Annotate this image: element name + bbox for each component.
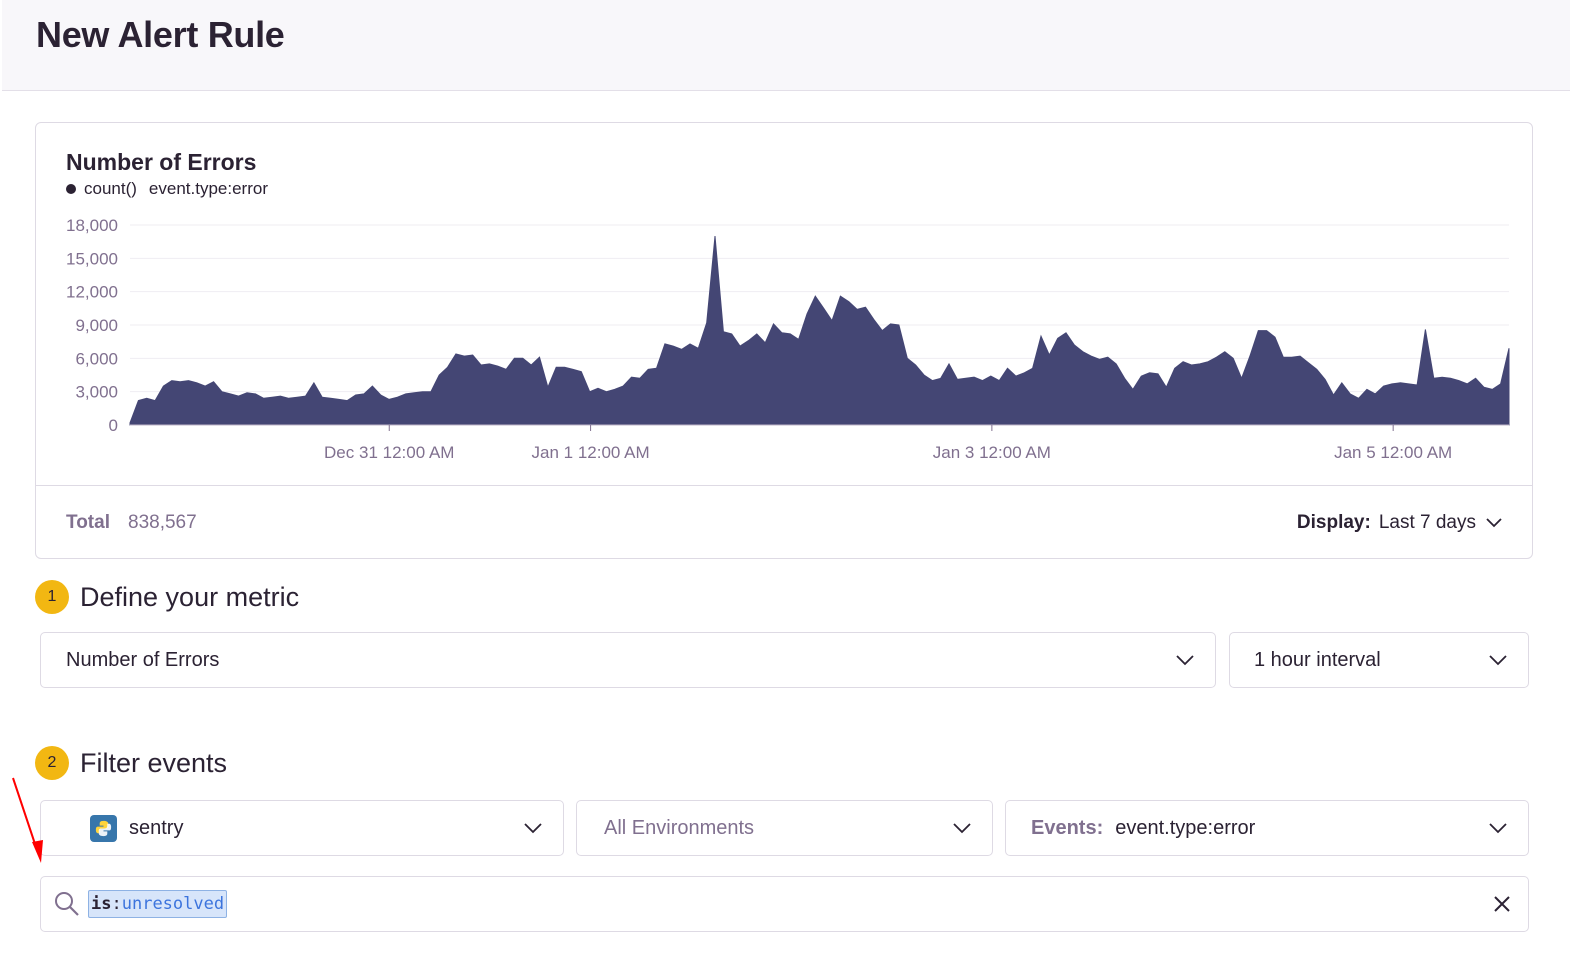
- y-tick-label: 15,000: [66, 249, 118, 268]
- interval-select[interactable]: 1 hour interval: [1229, 632, 1529, 688]
- display-label: Display:: [1296, 512, 1371, 533]
- events-label: Events:: [1031, 816, 1104, 839]
- chevron-down-icon: [1171, 650, 1199, 670]
- chart-legend: count() event.type:error: [66, 179, 268, 199]
- annotation-arrow: [12, 777, 43, 863]
- chevron-down-icon: [948, 818, 976, 838]
- search-token-colon: :: [111, 894, 122, 914]
- x-tick-label: Dec 31 12:00 AM: [324, 443, 454, 462]
- event-search-input[interactable]: is:unresolved: [40, 876, 1529, 932]
- search-token-key: is: [91, 894, 112, 914]
- total-label: Total: [66, 512, 110, 533]
- legend-aggregate: count(): [84, 179, 137, 198]
- chevron-down-icon: [1486, 512, 1502, 534]
- step-title: Filter events: [80, 747, 228, 778]
- close-icon[interactable]: [1492, 894, 1512, 914]
- y-tick-label: 18,000: [66, 216, 118, 235]
- page-title: New Alert Rule: [36, 14, 285, 55]
- total-value: 838,567: [128, 512, 197, 533]
- y-tick-label: 12,000: [66, 283, 118, 302]
- metric-select[interactable]: Number of Errors: [40, 632, 1216, 688]
- event-type-value: event.type:error: [1115, 816, 1256, 839]
- chart-footer: Total 838,567 Display: Last 7 days: [36, 485, 1532, 559]
- y-tick-label: 9,000: [75, 316, 118, 335]
- python-icon: [90, 814, 117, 842]
- step-filter-events: 2 Filter events: [35, 746, 227, 780]
- environment-select[interactable]: All Environments: [576, 800, 993, 856]
- y-tick-label: 6,000: [75, 349, 118, 368]
- page-header: New Alert Rule: [2, 0, 1570, 91]
- errors-area-chart: 18,000 15,000 12,000 9,000 6,000 3,000 0 Dec 31…: [66, 216, 1510, 462]
- legend-query: event.type:error: [148, 179, 268, 198]
- step-badge: 1: [35, 580, 69, 614]
- interval-select-value: 1 hour interval: [1254, 648, 1381, 671]
- step-title: Define your metric: [80, 581, 300, 612]
- display-period-dropdown[interactable]: Display: Last 7 days: [1297, 512, 1502, 534]
- search-token[interactable]: is:unresolved: [88, 890, 228, 918]
- environment-select-value: All Environments: [604, 816, 755, 839]
- y-tick-label: 0: [109, 416, 118, 435]
- series-area-count: [129, 236, 1510, 426]
- y-tick-label: 3,000: [75, 383, 118, 402]
- project-select-value: sentry: [129, 816, 184, 839]
- legend-dot-icon: [66, 184, 76, 194]
- chevron-down-icon: [1484, 818, 1512, 838]
- x-tick-label: Jan 5 12:00 AM: [1334, 443, 1452, 462]
- search-icon: [54, 891, 80, 917]
- step-define-metric: 1 Define your metric: [35, 580, 299, 614]
- chart-panel: Number of Errors count() event.type:erro…: [35, 122, 1533, 559]
- search-token-value: unresolved: [121, 894, 225, 914]
- event-type-select[interactable]: Events: event.type:error: [1005, 800, 1529, 856]
- project-select[interactable]: sentry: [40, 800, 564, 856]
- x-tick-label: Jan 1 12:00 AM: [532, 443, 650, 462]
- step-badge: 2: [35, 746, 69, 780]
- metric-select-value: Number of Errors: [66, 648, 220, 671]
- display-value: Last 7 days: [1378, 512, 1476, 533]
- x-tick-label: Jan 3 12:00 AM: [933, 443, 1051, 462]
- chart-title: Number of Errors: [66, 149, 257, 175]
- chevron-down-icon: [1484, 650, 1512, 670]
- chevron-down-icon: [519, 818, 547, 838]
